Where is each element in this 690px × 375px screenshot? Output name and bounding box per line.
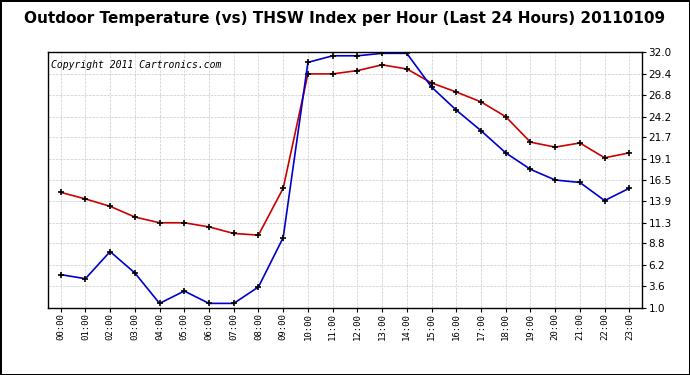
Text: Outdoor Temperature (vs) THSW Index per Hour (Last 24 Hours) 20110109: Outdoor Temperature (vs) THSW Index per … [24,11,666,26]
Text: Copyright 2011 Cartronics.com: Copyright 2011 Cartronics.com [51,60,221,70]
